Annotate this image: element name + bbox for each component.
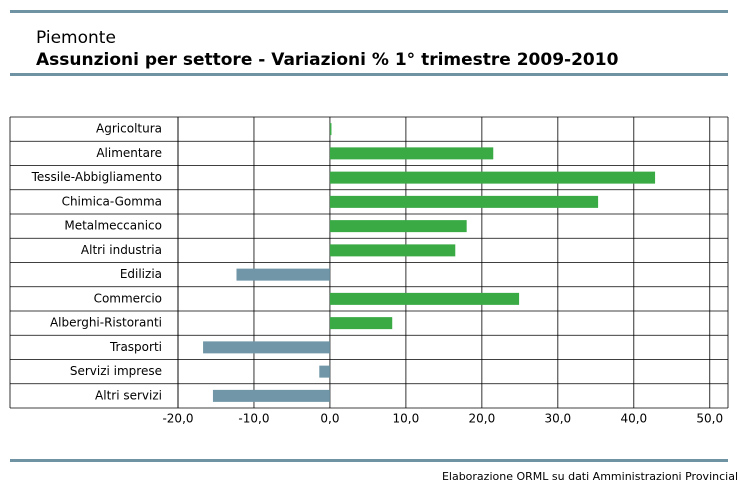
bar bbox=[329, 317, 393, 330]
x-tick-label: -20,0 bbox=[162, 412, 193, 426]
bar bbox=[236, 268, 330, 281]
y-tick-label: Trasporti bbox=[109, 340, 162, 354]
x-tick-label: 10,0 bbox=[393, 412, 420, 426]
chart-title: Assunzioni per settore - Variazioni % 1°… bbox=[36, 50, 619, 70]
bar bbox=[329, 292, 520, 305]
y-tick-label: Commercio bbox=[94, 291, 162, 305]
y-tick-label: Tessile-Abbigliamento bbox=[31, 170, 162, 184]
bar bbox=[329, 147, 494, 160]
bar bbox=[329, 123, 332, 136]
bar bbox=[329, 244, 456, 257]
y-tick-label: Agricoltura bbox=[96, 122, 162, 136]
y-tick-label: Alimentare bbox=[96, 146, 162, 160]
y-tick-label: Edilizia bbox=[120, 267, 162, 281]
y-tick-label: Altri industria bbox=[81, 243, 162, 257]
y-tick-label: Metalmeccanico bbox=[64, 219, 162, 233]
top-rule bbox=[10, 10, 728, 13]
title-rule bbox=[10, 73, 728, 76]
y-tick-label: Servizi imprese bbox=[70, 364, 162, 378]
bar bbox=[212, 389, 330, 402]
x-tick-label: 20,0 bbox=[469, 412, 496, 426]
y-tick-label: Chimica-Gomma bbox=[62, 194, 162, 208]
y-tick-label: Alberghi-Ristoranti bbox=[50, 316, 162, 330]
bar bbox=[329, 171, 656, 184]
bar bbox=[319, 365, 330, 378]
bar bbox=[329, 220, 467, 233]
y-tick-label: Altri servizi bbox=[95, 388, 162, 402]
x-tick-label: 0,0 bbox=[320, 412, 339, 426]
x-tick-label: -10,0 bbox=[238, 412, 269, 426]
bottom-rule bbox=[10, 459, 728, 462]
x-tick-label: 30,0 bbox=[544, 412, 571, 426]
chart-subtitle: Piemonte bbox=[36, 28, 116, 48]
bar bbox=[329, 195, 599, 208]
footer: Elaborazione ORML su dati Amministrazion… bbox=[442, 470, 738, 483]
x-tick-label: 40,0 bbox=[620, 412, 647, 426]
x-tick-label: 50,0 bbox=[696, 412, 723, 426]
bar bbox=[203, 341, 330, 354]
